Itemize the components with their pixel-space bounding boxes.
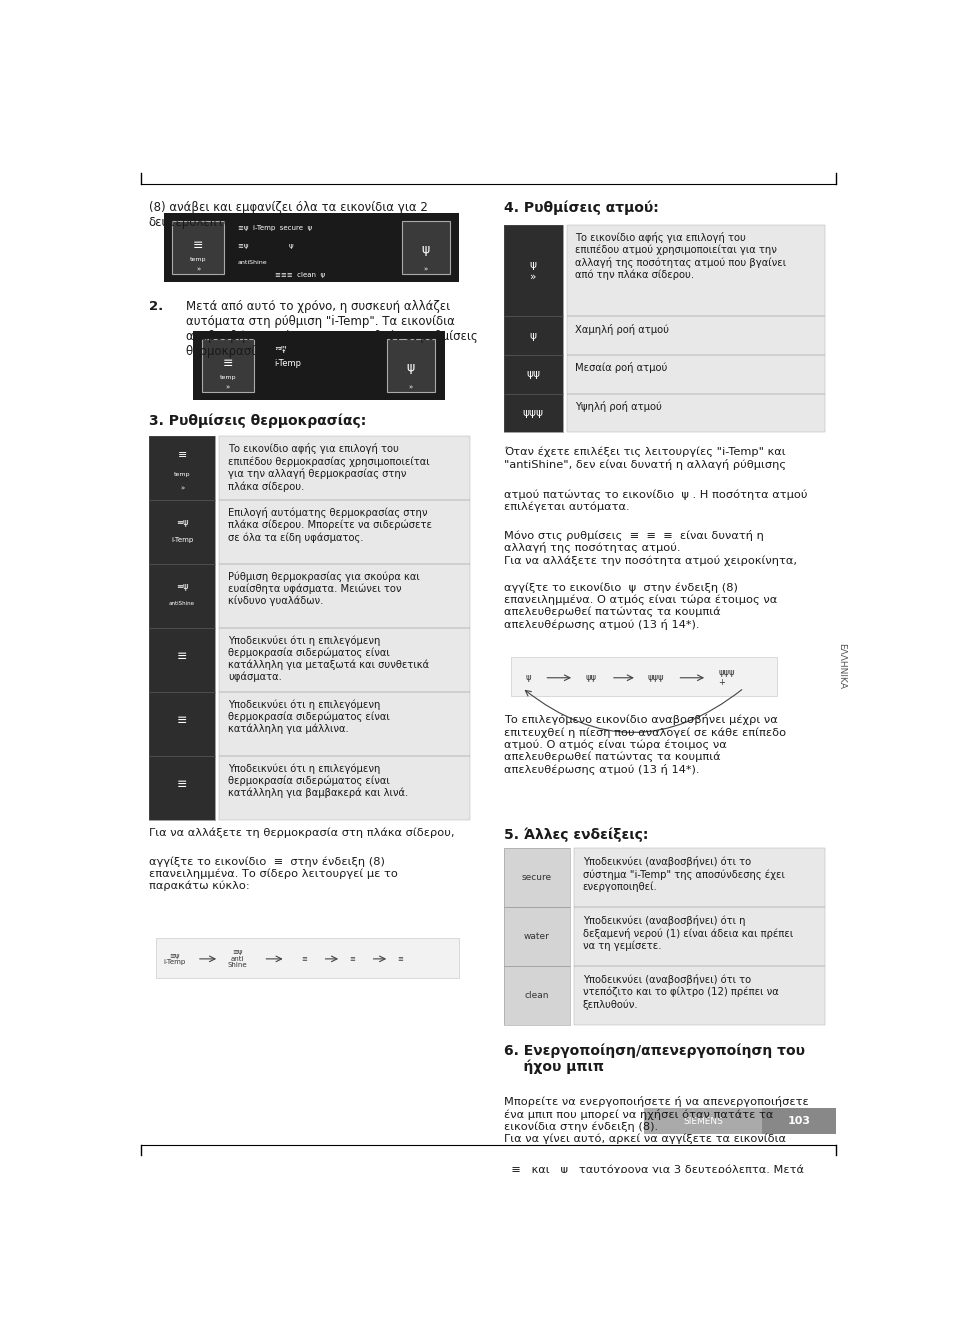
Bar: [149, 757, 215, 820]
Text: ατμού πατώντας το εικονίδιο  ψ . Η ποσότητα ατμού
επιλέγεται αυτόματα.: ατμού πατώντας το εικονίδιο ψ . Η ποσότη…: [503, 489, 806, 511]
Text: ψψ: ψψ: [526, 369, 539, 380]
Bar: [149, 564, 215, 629]
Bar: [503, 966, 570, 1025]
Text: »: »: [226, 385, 230, 390]
Bar: [219, 629, 470, 692]
Bar: [202, 339, 253, 391]
Text: ≡≡≡  clean  ψ: ≡≡≡ clean ψ: [274, 272, 324, 278]
Text: temp: temp: [190, 257, 207, 262]
Bar: [149, 436, 215, 500]
Text: 6. Ενεργοποίηση/απενεργοποίηση του
    ήχου μπιπ: 6. Ενεργοποίηση/απενεργοποίηση του ήχου …: [503, 1043, 804, 1074]
Text: Υποδεικνύει (αναβοσβήνει) ότι το
σύστημα "i-Temp" της αποσύνδεσης έχει
ενεργοποι: Υποδεικνύει (αναβοσβήνει) ότι το σύστημα…: [582, 857, 784, 892]
Bar: [387, 339, 435, 391]
Bar: [503, 316, 562, 355]
Text: Επιλογή αυτόματης θερμοκρασίας στην
πλάκα σίδερου. Μπορείτε να σιδερώσετε
σε όλα: Επιλογή αυτόματης θερμοκρασίας στην πλάκ…: [228, 507, 432, 543]
Bar: [503, 849, 570, 907]
Bar: [566, 394, 824, 432]
Bar: [566, 355, 824, 394]
Text: ψ: ψ: [525, 673, 531, 683]
Text: 5. Άλλες ενδείξεις:: 5. Άλλες ενδείξεις:: [503, 828, 647, 842]
Bar: [574, 849, 824, 907]
Bar: [566, 394, 824, 432]
Bar: [503, 849, 570, 907]
Text: antiShine: antiShine: [237, 260, 267, 265]
Bar: [503, 225, 562, 316]
Text: 2.: 2.: [149, 301, 163, 314]
Text: ψ: ψ: [421, 244, 429, 257]
Text: Για να αλλάξετε τη θερμοκρασία στη πλάκα σίδερου,: Για να αλλάξετε τη θερμοκρασία στη πλάκα…: [149, 828, 454, 838]
Bar: [503, 355, 562, 394]
Bar: [149, 564, 215, 629]
Bar: [149, 436, 215, 500]
Text: i-Temp: i-Temp: [171, 536, 193, 543]
Text: ≡: ≡: [396, 956, 403, 962]
Text: Μόνο στις ρυθμίσεις  ≡  ≡  ≡  είναι δυνατή η
αλλαγή της ποσότητας ατμού.
Για να : Μόνο στις ρυθμίσεις ≡ ≡ ≡ είναι δυνατή η…: [503, 530, 796, 565]
Text: ΕΛΛΗΝΙΚΑ: ΕΛΛΗΝΙΚΑ: [836, 643, 845, 688]
Bar: [219, 757, 470, 820]
Bar: [219, 757, 470, 820]
Text: ≡: ≡: [301, 956, 307, 962]
Text: Μπορείτε να ενεργοποιήσετε ή να απενεργοποιήσετε
ένα μπιπ που μπορεί να ηχήσει ό: Μπορείτε να ενεργοποιήσετε ή να απενεργο…: [503, 1095, 807, 1144]
Text: ≡: ≡: [193, 240, 203, 252]
Text: Υποδεικνύει (αναβοσβήνει) ότι η
δεξαμενή νερού (1) είναι άδεια και πρέπει
να τη : Υποδεικνύει (αναβοσβήνει) ότι η δεξαμενή…: [582, 915, 792, 952]
Text: »: »: [196, 266, 200, 273]
Text: temp: temp: [219, 374, 236, 380]
Bar: [149, 757, 215, 820]
Text: ψψ: ψψ: [584, 673, 596, 683]
Text: ψ: ψ: [529, 331, 537, 341]
Text: ≡ψ
anti
Shine: ≡ψ anti Shine: [228, 949, 247, 969]
Bar: [149, 629, 215, 692]
Text: αγγίξτε το εικονίδιο  ≡  στην ένδειξη (8)
επανειλημμένα. Το σίδερο λειτουργεί με: αγγίξτε το εικονίδιο ≡ στην ένδειξη (8) …: [149, 857, 397, 891]
Text: Μετά από αυτό το χρόνο, η συσκευή αλλάζει
αυτόματα στη ρύθμιση "i-Temp". Τα εικο: Μετά από αυτό το χρόνο, η συσκευή αλλάζε…: [186, 301, 477, 358]
Text: ψ: ψ: [406, 361, 415, 374]
Bar: [156, 937, 459, 978]
Bar: [219, 500, 470, 564]
Text: ≡ψ: ≡ψ: [175, 583, 188, 590]
Bar: [574, 907, 824, 966]
Text: Μεσαία ροή ατμού: Μεσαία ροή ατμού: [575, 362, 667, 373]
Text: Υποδεικνύει ότι η επιλεγόμενη
θερμοκρασία σιδερώματος είναι
κατάλληλη για μάλλιν: Υποδεικνύει ότι η επιλεγόμενη θερμοκρασί…: [228, 699, 389, 734]
Text: secure: secure: [521, 874, 552, 882]
Text: Υποδεικνύει ότι η επιλεγόμενη
θερμοκρασία σιδερώματος είναι
κατάλληλη για μεταξω: Υποδεικνύει ότι η επιλεγόμενη θερμοκρασί…: [228, 635, 429, 683]
Bar: [566, 355, 824, 394]
Bar: [566, 316, 824, 355]
Bar: [503, 355, 562, 394]
Text: Το εικονίδιο αφής για επιλογή του
επιπέδου θερμοκρασίας χρησιμοποιείται
για την : Το εικονίδιο αφής για επιλογή του επιπέδ…: [228, 443, 429, 492]
Bar: [149, 692, 215, 757]
Text: temp: temp: [173, 472, 191, 477]
Text: Χαμηλή ροή ατμού: Χαμηλή ροή ατμού: [575, 324, 669, 335]
Bar: [219, 436, 470, 500]
Text: ≡ψ  i-Temp  secure  ψ: ≡ψ i-Temp secure ψ: [237, 225, 312, 231]
Bar: [503, 316, 562, 355]
Bar: [574, 849, 824, 907]
Bar: [401, 221, 449, 274]
Bar: [219, 564, 470, 629]
Text: ≡ψ: ≡ψ: [274, 344, 287, 353]
Bar: [149, 500, 215, 564]
Text: SIEMENS: SIEMENS: [682, 1116, 722, 1126]
Text: ψ
»: ψ »: [529, 260, 537, 282]
Bar: [193, 331, 444, 399]
Text: ≡: ≡: [176, 778, 187, 791]
Text: ψψψ: ψψψ: [647, 673, 663, 683]
Text: 4. Ρυθμίσεις ατμού:: 4. Ρυθμίσεις ατμού:: [503, 200, 658, 215]
Bar: [574, 966, 824, 1025]
Bar: [219, 436, 470, 500]
Bar: [149, 629, 215, 692]
Text: 3. Ρυθμίσεις θερμοκρασίας:: 3. Ρυθμίσεις θερμοκρασίας:: [149, 414, 366, 428]
Bar: [503, 225, 562, 316]
Bar: [503, 907, 570, 966]
Text: Το εικονίδιο αφής για επιλογή του
επιπέδου ατμού χρησιμοποιείται για την
αλλαγή : Το εικονίδιο αφής για επιλογή του επιπέδ…: [575, 232, 785, 281]
Text: ψψψ: ψψψ: [522, 407, 543, 418]
Text: (8) ανάβει και εμφανίζει όλα τα εικονίδια για 2
δευτερόλεπτα.: (8) ανάβει και εμφανίζει όλα τα εικονίδι…: [149, 200, 427, 229]
Bar: [164, 214, 459, 282]
Text: ≡: ≡: [222, 357, 233, 370]
Bar: [219, 692, 470, 757]
Bar: [574, 907, 824, 966]
Text: ≡: ≡: [349, 956, 355, 962]
Text: Το επιλεγόμενο εικονίδιο αναβοσβήνει μέχρι να
επιτευχθεί η πίεση που αναλογεί σε: Το επιλεγόμενο εικονίδιο αναβοσβήνει μέχ…: [503, 714, 785, 775]
Bar: [566, 225, 824, 316]
Bar: [574, 966, 824, 1025]
Text: Υποδεικνύει ότι η επιλεγόμενη
θερμοκρασία σιδερώματος είναι
κατάλληλη για βαμβακ: Υποδεικνύει ότι η επιλεγόμενη θερμοκρασί…: [228, 763, 408, 797]
Bar: [219, 500, 470, 564]
